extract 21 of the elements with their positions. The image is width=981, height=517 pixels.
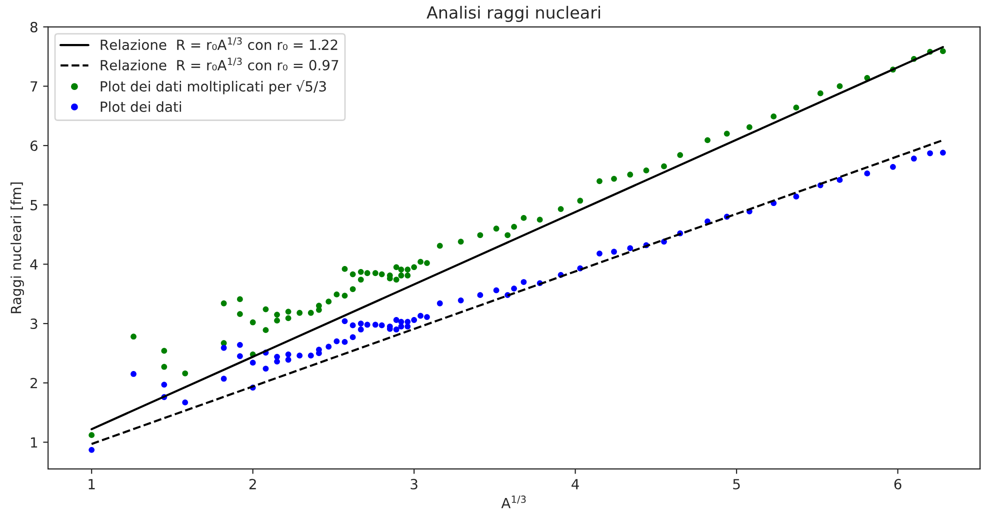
chart-title: Analisi raggi nucleari — [426, 6, 600, 22]
y-axis-title: Raggi nucleari [fm] — [10, 182, 24, 314]
x-tick-label: 6 — [894, 478, 902, 490]
x-tick-label: 4 — [572, 479, 579, 490]
legend-label: Relazione R = r₀A$^{1/3}$ con r₀ = 1.22 — [100, 37, 338, 50]
y-tick-label: 4 — [30, 259, 38, 270]
y-tick-label: 3 — [30, 318, 38, 330]
legend-label: Plot dei dati — [100, 101, 182, 112]
legend-label: Plot dei dati moltiplicati per √5/3 — [100, 80, 326, 94]
legend-label: Relazione R = r₀A$^{1/3}$ con r₀ = 0.97 — [100, 58, 338, 70]
y-tick-label: 6 — [30, 140, 38, 152]
x-tick-label: 5 — [733, 479, 740, 490]
x-tick-label: 1 — [88, 479, 95, 490]
x-axis-title: A$^{1/3}$ — [501, 496, 526, 508]
y-tick-label: 8 — [30, 22, 38, 32]
y-tick-label: 7 — [30, 81, 38, 92]
x-tick-label: 2 — [249, 478, 256, 490]
y-tick-label: 5 — [30, 200, 38, 210]
y-tick-label: 2 — [30, 378, 37, 388]
x-tick-label: 3 — [410, 478, 418, 490]
y-tick-label: 1 — [31, 437, 38, 448]
